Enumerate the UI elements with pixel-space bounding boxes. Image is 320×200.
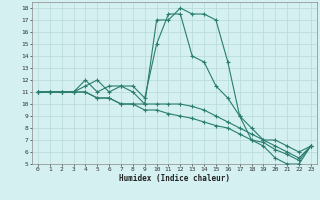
X-axis label: Humidex (Indice chaleur): Humidex (Indice chaleur) bbox=[119, 174, 230, 183]
